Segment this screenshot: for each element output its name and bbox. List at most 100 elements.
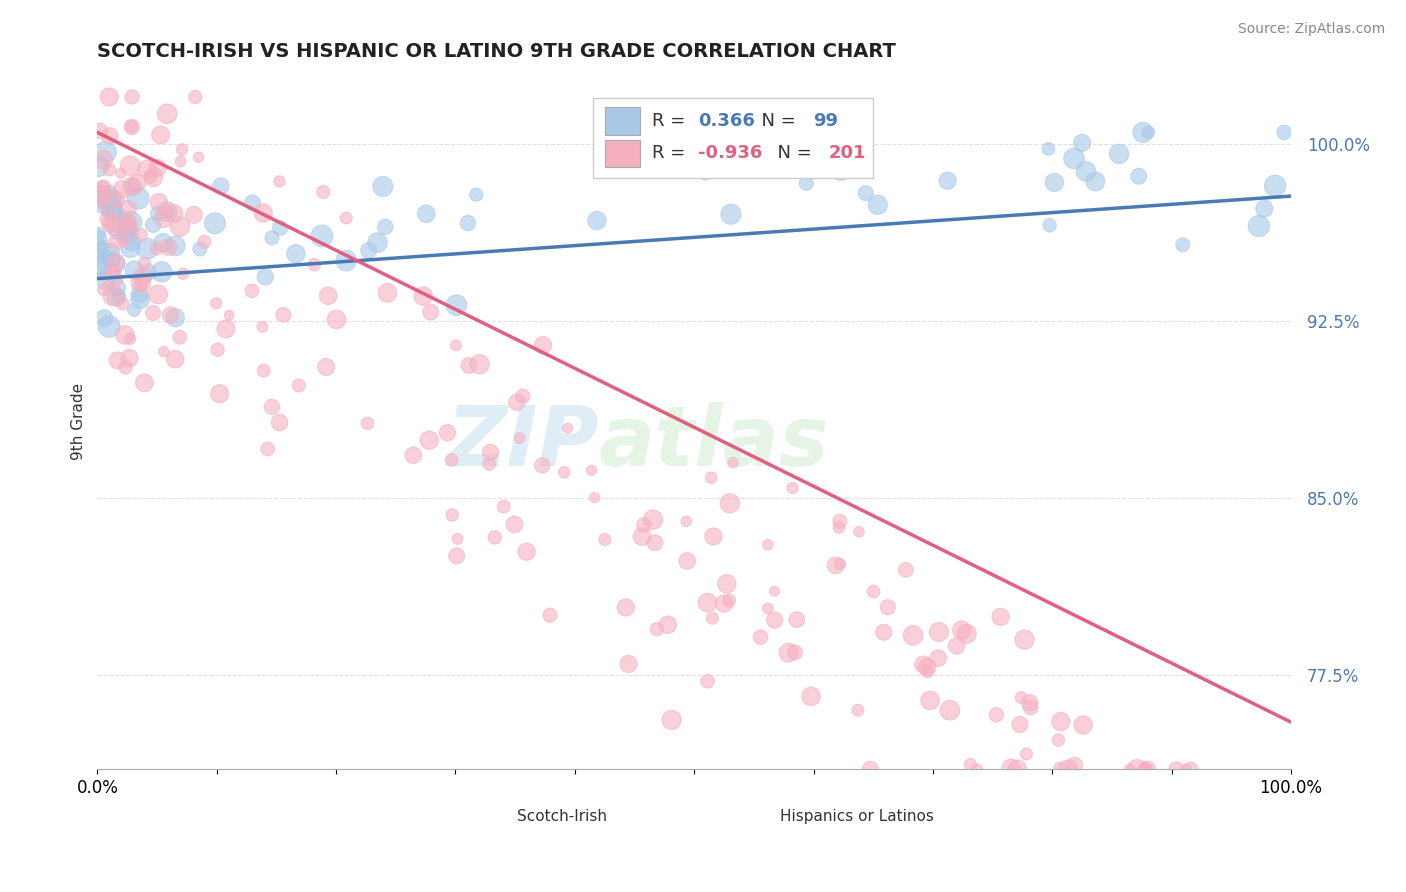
Point [325,312,347,326]
Point [356,417,378,431]
Point [721,456,744,470]
Point [129,293,152,307]
Point [1063,152,1085,166]
Point [676,554,699,568]
Point [756,601,779,615]
Text: R =: R = [652,145,692,162]
Point [1071,136,1094,150]
Point [444,338,467,352]
Point [927,651,949,665]
Point [86,248,108,262]
Point [91,182,114,196]
Point [134,376,156,390]
Point [412,289,434,303]
Point [557,421,579,435]
Point [716,576,738,591]
Point [583,491,606,505]
Point [335,253,357,268]
Point [132,268,155,283]
Point [136,265,159,279]
Point [866,198,889,212]
Point [1136,762,1159,776]
Point [371,179,394,194]
Point [242,195,264,210]
Point [894,563,917,577]
Point [98,211,121,226]
Point [357,244,380,258]
Point [121,179,143,194]
Point [718,593,741,607]
Point [763,584,786,599]
Point [103,264,125,278]
Point [800,690,823,704]
Point [828,520,851,534]
Point [859,762,882,776]
Point [105,280,128,294]
Point [945,639,967,653]
Point [415,207,437,221]
Point [218,308,240,322]
Point [939,703,962,717]
Point [157,240,180,254]
Point [86,258,108,272]
Point [98,90,121,104]
Point [98,128,121,143]
Point [1180,762,1202,776]
Text: Source: ZipAtlas.com: Source: ZipAtlas.com [1237,22,1385,37]
Point [124,263,146,277]
Point [146,161,169,175]
Point [104,235,127,250]
Point [252,319,274,334]
Point [260,231,283,245]
Point [1118,762,1140,776]
Point [146,242,169,256]
Text: Scotch-Irish: Scotch-Irish [517,809,607,824]
Point [152,344,174,359]
Point [136,242,159,256]
Point [91,189,114,203]
Point [786,613,808,627]
Text: Hispanics or Latinos: Hispanics or Latinos [780,809,934,824]
Point [127,191,149,205]
Point [828,514,851,528]
Point [465,187,488,202]
Point [1247,219,1270,233]
Point [966,762,988,776]
Point [1019,700,1042,714]
Point [959,757,981,772]
Point [458,359,481,373]
Point [1007,762,1029,776]
Point [631,529,654,543]
Point [696,596,718,610]
Point [165,310,187,325]
Point [90,198,112,212]
Point [254,269,277,284]
Point [114,327,136,342]
Point [315,359,337,374]
Point [169,330,191,344]
Point [183,208,205,222]
Point [862,584,884,599]
Point [696,128,718,143]
Point [311,228,333,243]
Point [163,207,186,221]
Point [165,352,187,367]
Point [103,205,125,219]
Text: N =: N = [751,112,801,129]
Point [120,159,142,173]
Point [1043,175,1066,189]
Text: R =: R = [652,112,692,129]
Point [901,628,924,642]
Point [1039,219,1062,233]
Point [193,235,215,249]
Point [205,296,228,310]
Point [950,623,973,637]
Point [1126,762,1149,776]
Point [105,193,128,207]
Point [553,466,575,480]
Point [89,124,111,138]
Point [98,217,121,231]
Point [91,240,114,254]
Point [253,364,276,378]
Point [269,221,291,235]
